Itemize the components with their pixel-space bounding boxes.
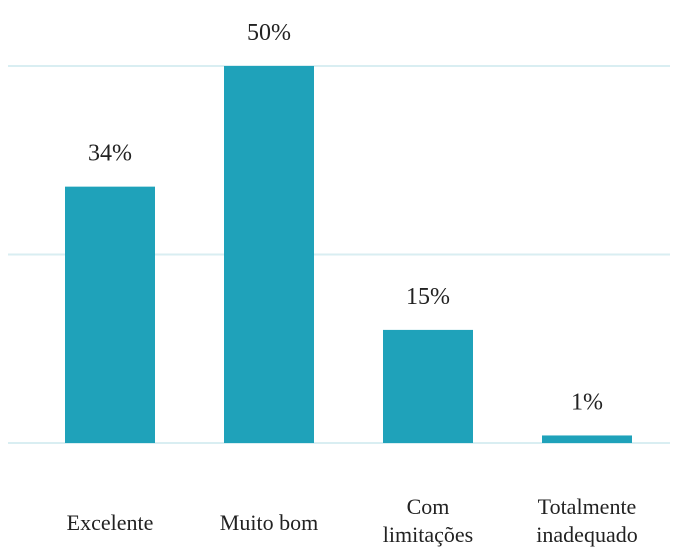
data-labels: 34% 50% 15% 1% bbox=[88, 20, 603, 415]
category-label: Excelente bbox=[67, 510, 154, 535]
bar bbox=[383, 329, 473, 443]
data-label: 1% bbox=[571, 389, 603, 415]
data-label: 50% bbox=[247, 20, 291, 46]
category-labels: Excelente Muito bom Com limitações Totalment… bbox=[67, 494, 638, 547]
data-label: 34% bbox=[88, 141, 132, 167]
category-label: limitações bbox=[383, 522, 473, 547]
bar bbox=[542, 435, 632, 443]
category-label: Totalmente bbox=[538, 494, 637, 519]
category-label: Com bbox=[407, 494, 450, 519]
bar bbox=[224, 66, 314, 443]
category-label: Muito bom bbox=[220, 510, 318, 535]
data-label: 15% bbox=[406, 284, 450, 310]
bar bbox=[65, 186, 155, 443]
category-label: inadequado bbox=[536, 522, 637, 547]
bars bbox=[65, 66, 632, 443]
